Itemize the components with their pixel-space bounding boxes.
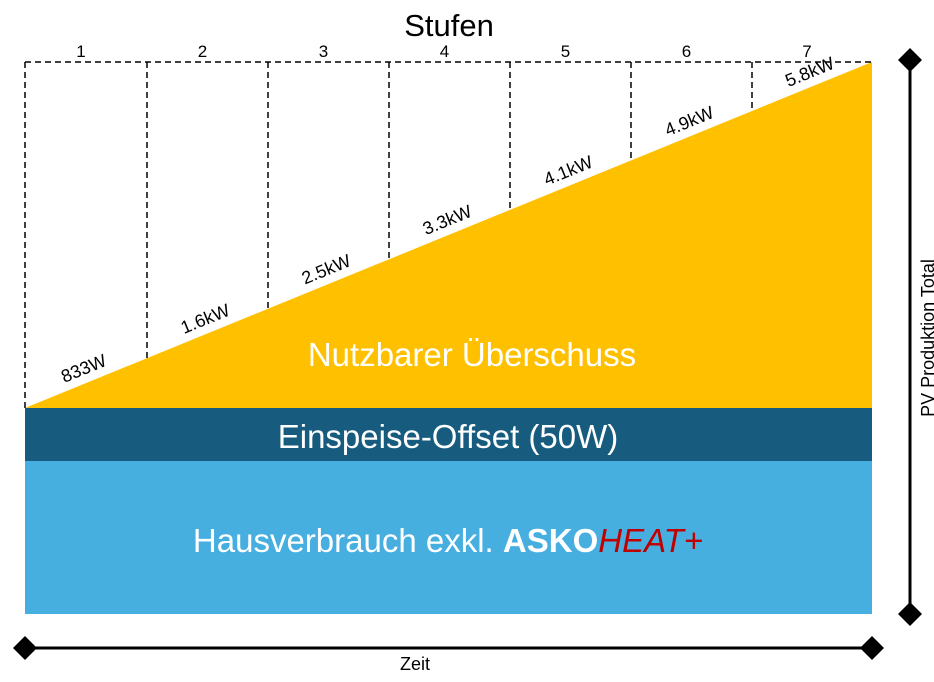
step-number: 4 bbox=[440, 42, 449, 61]
step-number: 6 bbox=[682, 42, 691, 61]
diamond-icon bbox=[898, 48, 922, 72]
house-consumption-region bbox=[25, 461, 872, 614]
diamond-icon bbox=[860, 636, 884, 660]
house-consumption-label: Hausverbrauch exkl. ASKOHEAT+ bbox=[193, 522, 703, 559]
diagram-title: Stufen bbox=[404, 8, 494, 43]
feed-in-offset-region bbox=[25, 408, 872, 461]
step-number: 5 bbox=[561, 42, 570, 61]
step-numbers: 1 2 3 4 5 6 7 bbox=[76, 42, 811, 61]
brand-asko: ASKO bbox=[503, 522, 598, 559]
step-number: 1 bbox=[76, 42, 85, 61]
house-label-prefix: Hausverbrauch exkl. bbox=[193, 522, 503, 559]
step-number: 2 bbox=[198, 42, 207, 61]
brand-heat: HEAT+ bbox=[598, 522, 703, 559]
pv-axis-label: PV Produktion Total bbox=[918, 259, 934, 417]
time-axis-label: Zeit bbox=[400, 654, 430, 674]
usable-surplus-region bbox=[25, 62, 872, 408]
step-number: 7 bbox=[802, 42, 811, 61]
diamond-icon bbox=[13, 636, 37, 660]
step-number: 3 bbox=[319, 42, 328, 61]
step-grid bbox=[24, 61, 872, 408]
time-axis bbox=[13, 636, 884, 660]
offset-label: Einspeise-Offset (50W) bbox=[278, 418, 619, 455]
diamond-icon bbox=[898, 602, 922, 626]
pv-axis bbox=[898, 48, 922, 626]
surplus-label: Nutzbarer Überschuss bbox=[308, 336, 636, 373]
